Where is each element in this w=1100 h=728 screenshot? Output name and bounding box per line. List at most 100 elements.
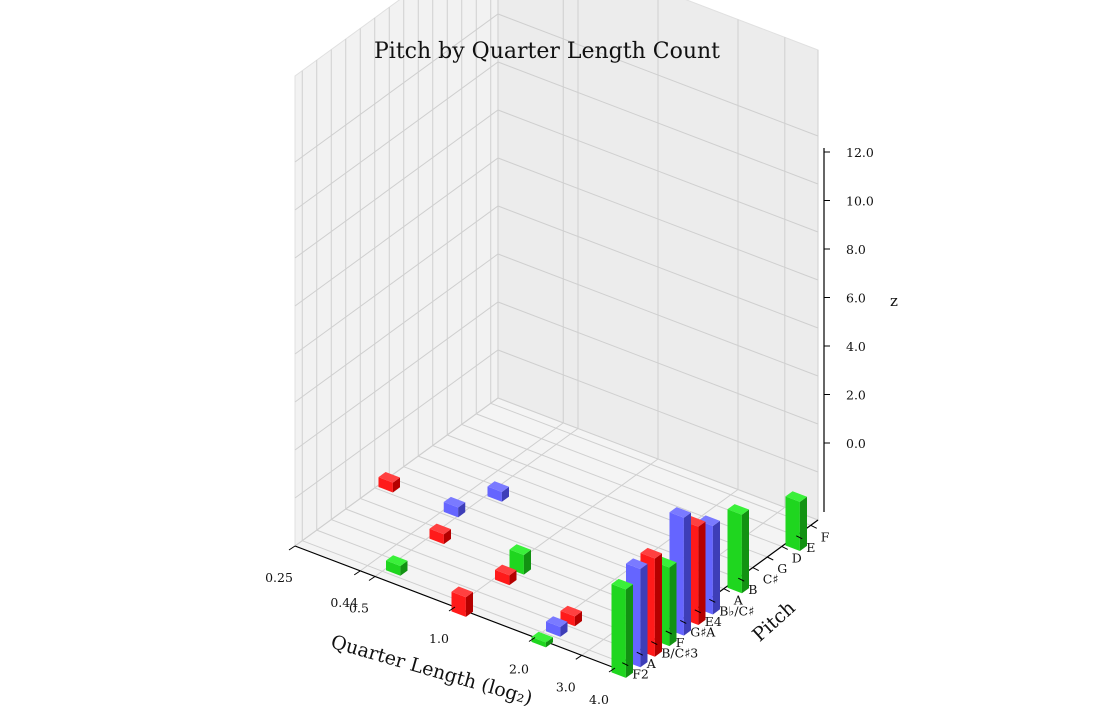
x-tick-label: 0.5 (349, 601, 369, 616)
bar-front-face (429, 528, 444, 545)
bar-top-face (698, 515, 721, 527)
bar-front-face (611, 583, 626, 678)
y-tick-mark (680, 619, 687, 624)
x-tick-mark (575, 654, 583, 660)
y-tick-mark (694, 609, 701, 614)
bar-side-face (625, 584, 634, 678)
bar (531, 631, 554, 648)
y-tick-mark (665, 630, 672, 635)
y-tick-mark (810, 524, 817, 529)
bar (509, 544, 532, 575)
bar-top-face (611, 578, 634, 590)
y-tick-label: F (821, 529, 830, 544)
y-tick-label: B♭/C♯ (719, 603, 754, 618)
bar (443, 496, 466, 518)
bar-front-face (509, 549, 524, 575)
bar-front-face (727, 509, 742, 594)
bar-top-face (509, 544, 532, 555)
x-tick-label: 2.0 (509, 662, 529, 677)
bar-side-face (669, 562, 677, 647)
tick-labels: 0.250.440.51.02.03.04.0F2AB/C♯3FG♯AE4B♭/… (265, 145, 874, 707)
bar-front-face (451, 591, 466, 617)
bar-front-face (785, 496, 800, 552)
bar-top-face (625, 558, 648, 570)
z-tick-label: 8.0 (846, 242, 866, 257)
y-tick-label: B/C♯3 (661, 646, 698, 661)
x-tick-mark (448, 606, 456, 612)
floor-grid-x (359, 422, 564, 572)
z-tick-label: 4.0 (846, 339, 866, 354)
z-grid-line (294, 205, 819, 355)
floor-grid-x (454, 458, 659, 608)
y-tick-mark (636, 651, 643, 656)
bar-side-face (683, 512, 692, 636)
bar-top-face (385, 555, 408, 566)
x-tick-mark (353, 570, 361, 576)
z-grid-line (294, 61, 819, 211)
bar-top-face (494, 564, 517, 576)
bar (727, 504, 750, 594)
x-tick-mark (528, 637, 536, 642)
z-grid-line (294, 253, 819, 403)
bar-side-face (392, 477, 401, 493)
y-tick-label: F (676, 635, 685, 650)
y-tick-mark (651, 641, 658, 646)
bar-side-face (712, 520, 721, 615)
bar (611, 578, 634, 678)
bar-front-face (494, 569, 510, 586)
bar-front-face (378, 477, 393, 493)
bar-side-face (741, 509, 750, 594)
floor-grid-y (490, 402, 811, 526)
y-tick-label: E (806, 540, 815, 555)
bar-top-face (451, 586, 474, 598)
bar-top-face (487, 481, 510, 492)
chart-title: Pitch by Quarter Length Count (374, 39, 720, 64)
y-axis-label: Pitch (748, 597, 799, 646)
bar-front-face (560, 610, 575, 627)
bar (451, 586, 474, 617)
bar-side-face (501, 486, 510, 502)
bar-top-face (785, 491, 808, 502)
bar (494, 564, 517, 586)
y-tick-mark (723, 588, 730, 593)
bar-top-face (560, 605, 583, 617)
floor-grid-y (331, 519, 652, 643)
x-tick-label: 3.0 (556, 679, 576, 694)
bar-top-face (727, 504, 750, 515)
floor-grid-y (316, 529, 637, 653)
bar-top-face (531, 631, 554, 643)
bar-front-face (487, 486, 502, 502)
bar (378, 471, 401, 493)
y-tick-label: A (733, 593, 744, 608)
x-tick-mark (288, 545, 296, 551)
z-grid-line (294, 301, 819, 451)
bar-top-face (443, 496, 466, 508)
y-tick-label: A (646, 656, 657, 671)
bar (545, 616, 568, 637)
z-grid-line (294, 157, 819, 307)
bar-front-face (385, 560, 401, 576)
bar-front-face (531, 636, 546, 648)
y-tick-label: D (792, 550, 802, 565)
z-grid-line (294, 13, 819, 163)
bar-side-face (698, 521, 706, 626)
x-tick-label: 1.0 (429, 631, 449, 646)
bar-side-face (458, 502, 466, 518)
x-tick-mark (368, 576, 376, 581)
y-tick-label: G (777, 561, 787, 576)
bar-side-face (574, 611, 583, 627)
bar (785, 491, 808, 552)
bar (385, 555, 408, 576)
x-tick-label: 4.0 (589, 692, 609, 707)
z-tick-label: 0.0 (846, 436, 866, 451)
bar-front-face (443, 502, 459, 518)
y-tick-mark (709, 598, 716, 603)
bar-side-face (465, 592, 474, 617)
y-tick-mark (738, 577, 745, 582)
bar-top-face (640, 547, 663, 559)
floor-grid-x (374, 428, 579, 577)
y-tick-mark (622, 662, 629, 667)
bar-side-face (654, 553, 663, 657)
